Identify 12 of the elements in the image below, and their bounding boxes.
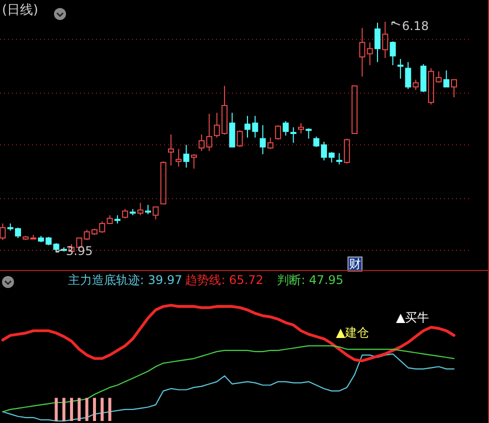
annotation: ▲建仓 (336, 325, 370, 340)
annotation: 6.18 (402, 19, 429, 33)
annotation: ▲买牛 (396, 310, 430, 324)
chart-title: (日线) (2, 3, 38, 18)
candlestick (168, 134, 174, 166)
series-label: 趋势线: 65.72 (185, 273, 264, 287)
text: 判断: 47.95 (277, 273, 344, 287)
candlestick (260, 124, 266, 155)
candlestick (382, 21, 388, 58)
text: 主力造底轨迹: 39.97 (68, 273, 182, 287)
candlestick (359, 27, 366, 78)
annotation: 3.95 (66, 244, 93, 258)
